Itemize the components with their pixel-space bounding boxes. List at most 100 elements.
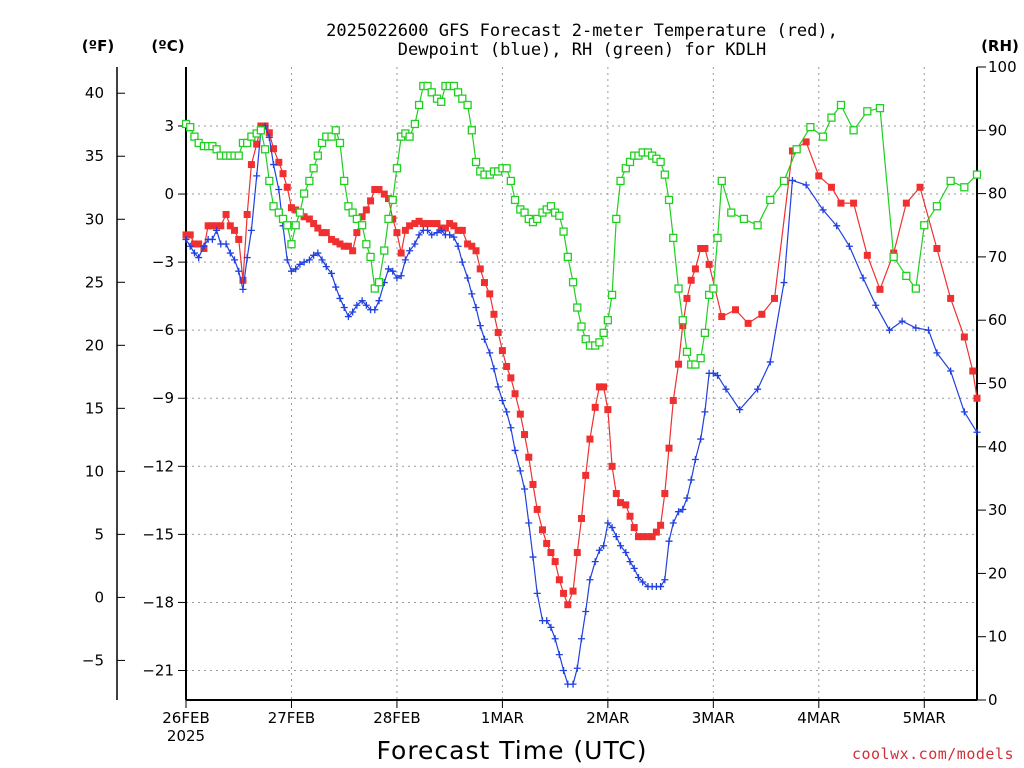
rh-point xyxy=(863,107,872,116)
temperature-point xyxy=(265,129,273,137)
temperature-point xyxy=(419,220,427,228)
temperature-point xyxy=(547,549,555,557)
temperature-point xyxy=(300,213,308,221)
dewpoint-point xyxy=(182,235,190,243)
dewpoint-point xyxy=(507,424,515,432)
rh-tick-label: 10 xyxy=(988,628,1007,646)
rh-point xyxy=(520,208,529,217)
celsius-tick-label: 0 xyxy=(164,185,174,203)
rh-point xyxy=(348,208,357,217)
dewpoint-point xyxy=(516,467,524,475)
dewpoint-point xyxy=(270,161,278,169)
temperature-point xyxy=(358,213,366,221)
temperature-point xyxy=(380,190,388,198)
temperature-point xyxy=(222,210,230,218)
chart-title-line1: 2025022600 GFS Forecast 2-meter Temperat… xyxy=(326,21,838,41)
dewpoint-point xyxy=(265,133,273,141)
temperature-point xyxy=(305,215,313,223)
temperature-point xyxy=(511,390,519,398)
x-tick-label: 2MAR xyxy=(586,709,629,727)
dewpoint-point xyxy=(525,519,533,527)
x-axis-title: Forecast Time (UTC) xyxy=(377,736,648,765)
rh-point xyxy=(274,208,283,217)
rh-point xyxy=(344,202,353,211)
temperature-point xyxy=(257,122,265,130)
temperature-point xyxy=(758,310,766,318)
rh-point xyxy=(669,233,678,243)
rh-point xyxy=(779,176,789,186)
rh-point xyxy=(546,202,556,211)
temperature-point xyxy=(328,235,336,243)
temperature-point xyxy=(661,490,669,498)
rh-point xyxy=(256,126,266,135)
rh-point xyxy=(533,214,542,224)
temperature-point xyxy=(332,238,340,246)
rh-point xyxy=(463,100,472,110)
fahrenheit-tick-label: 25 xyxy=(85,273,104,291)
temperature-point xyxy=(367,197,375,205)
dewpoint-point xyxy=(292,265,300,273)
temperature-point xyxy=(731,306,739,314)
temperature-point xyxy=(322,229,330,237)
temperature-point xyxy=(788,147,796,155)
dewpoint-point xyxy=(480,335,488,343)
dewpoint-point xyxy=(231,256,239,264)
rh-point xyxy=(920,221,929,230)
temperature-point xyxy=(415,217,423,225)
dewpoint-point xyxy=(190,249,198,257)
rh-point xyxy=(449,81,459,91)
dewpoint-point xyxy=(433,229,441,237)
rh-point xyxy=(278,214,288,224)
x-tick-label: 26FEB xyxy=(162,709,209,727)
x-tick-label: 1MAR xyxy=(481,709,524,727)
rh-point xyxy=(889,252,898,262)
rh-point xyxy=(849,126,858,135)
temperature-point xyxy=(639,533,647,541)
dewpoint-point xyxy=(235,267,243,275)
temperature-point xyxy=(657,521,665,529)
rh-point xyxy=(335,138,345,148)
dewpoint-point xyxy=(661,576,669,584)
rh-point xyxy=(366,252,375,262)
dewpoint-point xyxy=(560,667,568,675)
temperature-point xyxy=(771,294,779,302)
temperature-point xyxy=(850,199,858,207)
temperature-point xyxy=(231,226,239,234)
dewpoint-point xyxy=(736,406,744,414)
temperature-point xyxy=(586,435,594,443)
dewpoint-point xyxy=(683,494,691,502)
rh-tick-label: 50 xyxy=(988,375,1007,393)
temperature-point xyxy=(679,322,687,330)
dewpoint-point xyxy=(547,623,555,631)
dewpoint-point xyxy=(310,251,318,259)
rh-unit-label: (RH) xyxy=(981,37,1019,55)
dewpoint-point xyxy=(186,242,194,250)
dewpoint-point xyxy=(604,519,612,527)
dewpoint-point xyxy=(630,564,638,572)
rh-point xyxy=(380,246,389,255)
rh-point xyxy=(806,122,815,132)
rh-point xyxy=(437,97,446,106)
dewpoint-point xyxy=(578,635,585,643)
rh-point xyxy=(392,164,402,173)
rh-point xyxy=(599,328,608,338)
temperature-point xyxy=(243,210,251,218)
rh-point xyxy=(568,278,578,287)
fahrenheit-tick-label: 5 xyxy=(94,525,104,543)
rh-point xyxy=(696,354,705,363)
temperature-point xyxy=(969,367,977,375)
temperature-point xyxy=(279,170,287,178)
dewpoint-point xyxy=(788,176,796,184)
temperature-point xyxy=(353,229,361,237)
dewpoint-point xyxy=(551,635,559,643)
dewpoint-point xyxy=(766,358,774,366)
rh-point xyxy=(656,157,665,167)
temperature-point xyxy=(190,240,198,248)
temperature-point xyxy=(275,158,283,166)
rh-point xyxy=(972,170,981,179)
temperature-point xyxy=(406,222,414,230)
temperature-point xyxy=(428,220,436,228)
rh-point xyxy=(362,240,371,249)
rh-point xyxy=(291,221,300,230)
